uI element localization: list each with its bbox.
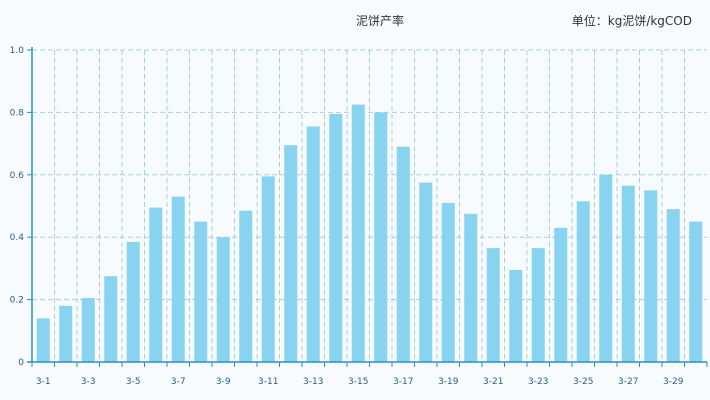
x-tick-label: 3-13 <box>303 377 323 387</box>
bar-3-1 <box>36 318 50 362</box>
x-tick-label: 3-3 <box>81 377 96 387</box>
bar-3-24 <box>554 227 568 362</box>
bar-3-6 <box>149 207 163 362</box>
x-tick-label: 3-17 <box>393 377 413 387</box>
bar-3-18 <box>419 182 433 362</box>
bar-3-21 <box>486 248 500 362</box>
x-tick-label: 3-23 <box>528 377 548 387</box>
y-tick-label: 0 <box>18 358 24 368</box>
bar-3-14 <box>329 113 343 363</box>
y-tick-label: 0.4 <box>10 233 25 243</box>
bar-3-9 <box>216 237 230 362</box>
bar-3-10 <box>239 210 253 362</box>
x-tick-label: 3-27 <box>618 377 638 387</box>
bar-3-19 <box>441 202 455 362</box>
bar-3-11 <box>261 176 275 362</box>
x-tick-label: 3-5 <box>126 377 141 387</box>
bar-3-30 <box>689 221 703 362</box>
bar-3-5 <box>126 241 140 362</box>
x-tick-label: 3-29 <box>663 377 684 387</box>
y-tick-label: 0.6 <box>10 171 25 181</box>
bar-3-26 <box>599 174 613 362</box>
bar-3-7 <box>171 196 185 362</box>
x-tick-label: 3-11 <box>258 377 278 387</box>
bar-3-16 <box>374 112 388 363</box>
bar-3-29 <box>666 209 680 362</box>
y-tick-label: 0.2 <box>10 296 24 306</box>
bar-3-28 <box>644 190 658 362</box>
bar-3-4 <box>104 276 118 362</box>
x-tick-label: 3-15 <box>348 377 368 387</box>
bar-3-12 <box>284 145 298 362</box>
y-tick-label: 1.0 <box>10 46 25 56</box>
x-tick-label: 3-1 <box>36 377 51 387</box>
bar-3-13 <box>306 126 320 362</box>
x-tick-label: 3-7 <box>171 377 186 387</box>
bar-3-15 <box>351 104 365 362</box>
bar-3-8 <box>194 221 208 362</box>
y-tick-label: 0.8 <box>10 108 25 118</box>
x-tick-label: 3-19 <box>438 377 459 387</box>
bar-3-2 <box>59 305 73 362</box>
bar-3-23 <box>531 248 545 362</box>
bar-3-20 <box>464 213 478 362</box>
x-tick-label: 3-25 <box>573 377 593 387</box>
x-tick-label: 3-21 <box>483 377 503 387</box>
bar-3-17 <box>396 146 410 362</box>
x-tick-label: 3-9 <box>216 377 231 387</box>
bar-3-22 <box>509 269 523 362</box>
bar-3-3 <box>81 298 95 362</box>
unit-label: 单位：kg泥饼/kgCOD <box>571 14 692 28</box>
bar-3-27 <box>621 185 635 362</box>
chart-title: 泥饼产率 <box>355 14 404 28</box>
bar-3-25 <box>576 201 590 362</box>
